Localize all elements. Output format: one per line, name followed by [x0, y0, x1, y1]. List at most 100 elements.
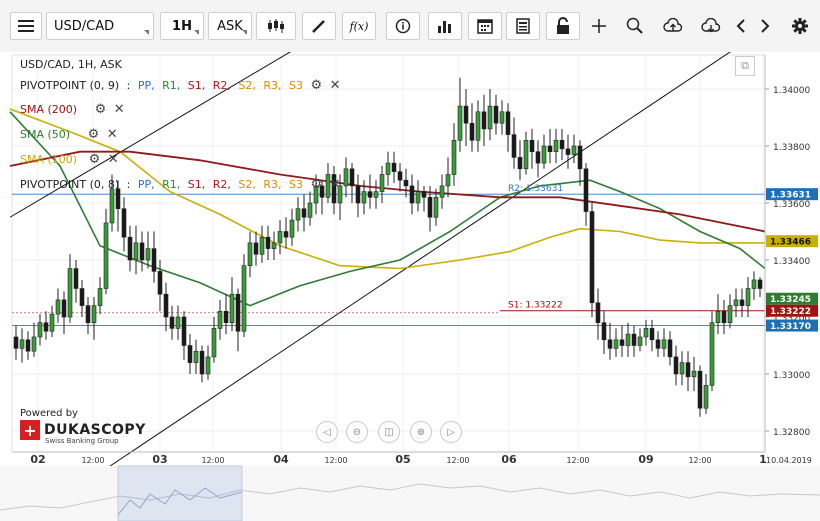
candle[interactable]	[361, 180, 367, 215]
candle[interactable]	[247, 231, 253, 278]
candle[interactable]	[553, 128, 559, 164]
chevron-right-icon[interactable]	[754, 12, 776, 40]
candle[interactable]	[499, 100, 505, 135]
reset-icon[interactable]: ◫	[378, 421, 400, 443]
candle[interactable]	[481, 94, 487, 146]
chevron-left-icon[interactable]	[730, 12, 752, 40]
candle[interactable]	[337, 174, 343, 221]
candle[interactable]	[127, 225, 133, 272]
candle[interactable]	[379, 165, 385, 203]
candle[interactable]	[733, 288, 739, 318]
candle[interactable]	[25, 331, 31, 360]
candle[interactable]	[145, 231, 151, 269]
candle[interactable]	[79, 279, 85, 317]
candle[interactable]	[403, 168, 409, 198]
candle[interactable]	[187, 334, 193, 374]
candle[interactable]	[565, 134, 571, 169]
candle[interactable]	[625, 322, 631, 357]
sma100-legend[interactable]: SMA (100) ⚙ ✕	[20, 152, 119, 167]
trendline-upper[interactable]	[9, 52, 295, 218]
candle[interactable]	[505, 103, 511, 152]
zoom-icon[interactable]	[622, 12, 648, 40]
nav-next-icon[interactable]: ▷	[440, 421, 462, 443]
candle[interactable]	[121, 197, 127, 252]
candle[interactable]	[697, 365, 703, 417]
side-select[interactable]: ASK	[208, 12, 252, 40]
candle[interactable]	[37, 314, 43, 346]
candle[interactable]	[745, 277, 751, 317]
candle[interactable]	[205, 345, 211, 380]
candle[interactable]	[253, 231, 259, 266]
hamburger-menu-icon[interactable]	[10, 12, 42, 40]
candle[interactable]	[55, 288, 61, 323]
candle[interactable]	[715, 294, 721, 335]
candle[interactable]	[619, 325, 625, 357]
sma50-close-icon[interactable]: ✕	[106, 127, 118, 142]
candle[interactable]	[169, 305, 175, 340]
candle[interactable]	[589, 203, 595, 317]
pivot-legend-1[interactable]: PIVOTPOINT (0, 9) : PP, R1, S1, R2, S2, …	[20, 78, 341, 93]
candle[interactable]	[73, 260, 79, 303]
sma200-close-icon[interactable]: ✕	[113, 102, 125, 117]
candle[interactable]	[679, 351, 685, 386]
zoom-out-icon[interactable]: ⊖	[346, 421, 368, 443]
candle[interactable]	[439, 174, 445, 209]
candle[interactable]	[241, 254, 247, 337]
candle[interactable]	[607, 322, 613, 360]
period-select[interactable]: 1H	[160, 12, 204, 40]
candle[interactable]	[61, 291, 67, 335]
candle[interactable]	[571, 134, 577, 164]
instrument-select[interactable]: USD/CAD	[46, 12, 154, 40]
candle[interactable]	[265, 225, 271, 260]
candle[interactable]	[451, 123, 457, 186]
indicator-fx-icon[interactable]: f(x)	[342, 12, 376, 40]
candle[interactable]	[181, 311, 187, 360]
candle[interactable]	[211, 317, 217, 363]
candle[interactable]	[703, 374, 709, 414]
draw-line-icon[interactable]	[302, 12, 336, 40]
candle[interactable]	[475, 100, 481, 152]
candle[interactable]	[517, 140, 523, 181]
candle[interactable]	[91, 297, 97, 340]
settings-gear-icon[interactable]	[788, 12, 812, 40]
candle[interactable]	[313, 174, 319, 215]
candle[interactable]	[235, 288, 241, 352]
candle[interactable]	[325, 163, 331, 203]
sma200-legend[interactable]: SMA (200) ⚙ ✕	[20, 102, 125, 117]
candle[interactable]	[727, 294, 733, 329]
candle[interactable]	[193, 339, 199, 374]
navigator-strip[interactable]	[0, 466, 820, 521]
pivot2-gear-icon[interactable]: ⚙	[310, 177, 323, 192]
candle[interactable]	[595, 288, 601, 340]
candle[interactable]	[271, 231, 277, 261]
candle[interactable]	[229, 277, 235, 332]
report-icon[interactable]	[506, 12, 540, 40]
sma50-legend[interactable]: SMA (50) ⚙ ✕	[20, 127, 118, 142]
sma200-line[interactable]	[9, 150, 766, 233]
candle[interactable]	[343, 157, 349, 198]
crosshair-icon[interactable]	[586, 12, 612, 40]
sma100-gear-icon[interactable]: ⚙	[88, 152, 101, 167]
candle[interactable]	[289, 208, 295, 246]
candle[interactable]	[535, 140, 541, 178]
candle[interactable]	[445, 157, 451, 198]
candle[interactable]	[277, 220, 283, 255]
candle[interactable]	[103, 208, 109, 295]
candle[interactable]	[199, 345, 205, 383]
candle[interactable]	[655, 331, 661, 357]
candle[interactable]	[373, 180, 379, 209]
candle[interactable]	[397, 163, 403, 192]
candle[interactable]	[163, 282, 169, 332]
candle[interactable]	[349, 163, 355, 203]
candle[interactable]	[577, 140, 583, 186]
pivot1-close-icon[interactable]: ✕	[329, 78, 341, 93]
candle[interactable]	[223, 294, 229, 335]
sma100-close-icon[interactable]: ✕	[107, 152, 119, 167]
calendar-icon[interactable]	[468, 12, 502, 40]
candle[interactable]	[691, 356, 697, 392]
candle[interactable]	[661, 328, 667, 357]
candle[interactable]	[139, 231, 145, 272]
candle[interactable]	[751, 271, 757, 300]
candle[interactable]	[157, 260, 163, 312]
candle[interactable]	[115, 180, 121, 232]
